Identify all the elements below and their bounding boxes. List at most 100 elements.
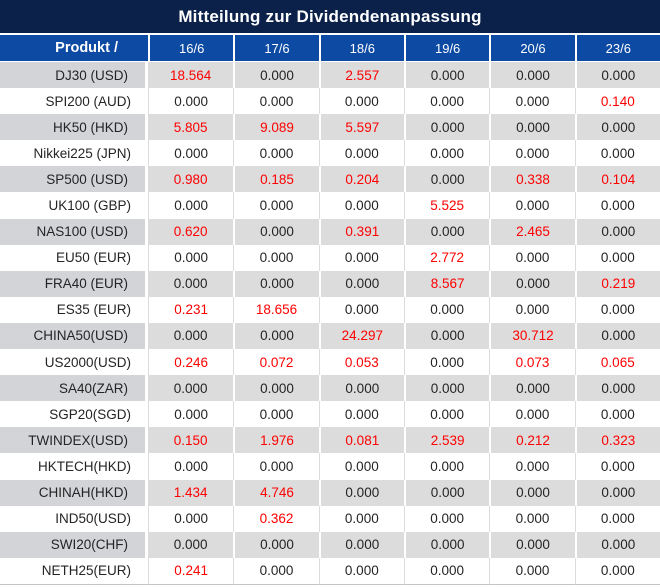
table-row: DJ30 (USD) 18.564 0.000 2.557 0.000 0.000 0.00… [0,62,660,89]
value-cell: 0.000 [403,166,490,193]
value-cell: 0.000 [148,192,234,219]
value-cell: 30.712 [489,322,575,350]
value-cell: 5.805 [148,114,234,141]
value-cell: 0.073 [489,349,575,376]
product-cell: NAS100 (USD) [0,218,148,245]
value-cell: 0.000 [574,114,660,141]
value-cell: 0.000 [318,401,404,428]
date-column-header: 23/6 [574,35,660,62]
table-row: US2000(USD) 0.246 0.072 0.053 0.000 0.073 0.06… [0,349,660,376]
value-cell: 2.772 [403,244,490,271]
value-cell: 0.000 [148,505,234,532]
value-cell: 24.297 [318,322,404,350]
value-cell: 0.219 [574,270,660,297]
value-cell: 0.000 [148,531,234,558]
value-cell: 2.539 [403,427,490,454]
value-cell: 0.980 [148,166,234,193]
value-cell: 0.000 [318,192,404,219]
value-cell: 0.150 [148,427,234,454]
value-cell: 0.000 [318,140,404,167]
value-cell: 0.000 [489,192,575,219]
value-cell: 0.104 [574,166,660,193]
page-title: Mitteilung zur Dividendenanpassung [0,0,660,35]
value-cell: 0.000 [318,270,404,297]
table-row: SPI200 (AUD) 0.000 0.000 0.000 0.000 0.000 0.1… [0,88,660,115]
product-cell: CHINAH(HKD) [0,479,148,506]
value-cell: 0.000 [318,88,404,115]
value-cell: 0.000 [489,88,575,115]
date-column-header: 20/6 [489,35,575,62]
value-cell: 0.000 [489,244,575,271]
value-cell: 0.000 [318,479,404,506]
value-cell: 0.000 [403,531,490,558]
value-cell: 0.000 [403,375,490,402]
date-column-header: 19/6 [403,35,490,62]
table-row: CHINA50(USD) 0.000 0.000 24.297 0.000 30.712 0… [0,322,660,350]
value-cell: 0.338 [489,166,575,193]
product-cell: UK100 (GBP) [0,192,148,219]
value-cell: 0.000 [574,453,660,480]
value-cell: 0.000 [574,401,660,428]
value-cell: 0.053 [318,349,404,376]
table-row: SP500 (USD) 0.980 0.185 0.204 0.000 0.338 0.10… [0,166,660,193]
product-cell: SA40(ZAR) [0,375,148,402]
value-cell: 0.000 [233,140,319,167]
value-cell: 0.000 [489,62,575,89]
value-cell: 0.000 [574,244,660,271]
value-cell: 0.000 [403,479,490,506]
product-cell: IND50(USD) [0,505,148,532]
value-cell: 0.000 [574,322,660,350]
table-row: SGP20(SGD) 0.000 0.000 0.000 0.000 0.000 0.000 [0,401,660,428]
value-cell: 0.000 [489,114,575,141]
value-cell: 0.000 [233,270,319,297]
value-cell: 1.434 [148,479,234,506]
value-cell: 0.000 [489,270,575,297]
value-cell: 0.000 [489,401,575,428]
value-cell: 0.246 [148,349,234,376]
value-cell: 0.000 [148,375,234,402]
value-cell: 2.557 [318,62,404,89]
value-cell: 2.465 [489,218,575,245]
table-row: HK50 (HKD) 5.805 9.089 5.597 0.000 0.000 0.000 [0,114,660,141]
value-cell: 0.000 [574,479,660,506]
value-cell: 0.000 [403,88,490,115]
product-cell: TWINDEX(USD) [0,427,148,454]
value-cell: 0.000 [318,531,404,558]
value-cell: 0.000 [403,114,490,141]
value-cell: 0.362 [233,505,319,532]
value-cell: 0.000 [233,375,319,402]
value-cell: 0.000 [489,453,575,480]
value-cell: 0.000 [148,88,234,115]
value-cell: 8.567 [403,270,490,297]
table-row: ES35 (EUR) 0.231 18.656 0.000 0.000 0.000 0.00… [0,296,660,323]
value-cell: 0.081 [318,427,404,454]
value-cell: 0.000 [489,505,575,532]
value-cell: 5.525 [403,192,490,219]
product-cell: SGP20(SGD) [0,401,148,428]
value-cell: 0.000 [489,140,575,167]
value-cell: 0.000 [574,62,660,89]
value-cell: 0.000 [318,453,404,480]
value-cell: 0.000 [148,244,234,271]
value-cell: 0.000 [148,270,234,297]
value-cell: 0.000 [318,375,404,402]
value-cell: 0.000 [403,349,490,376]
value-cell: 0.000 [233,244,319,271]
value-cell: 18.656 [233,296,319,323]
value-cell: 0.000 [403,218,490,245]
value-cell: 0.185 [233,166,319,193]
value-cell: 0.241 [148,557,234,585]
product-cell: DJ30 (USD) [0,62,148,89]
product-cell: SWI20(CHF) [0,531,148,558]
value-cell: 9.089 [233,114,319,141]
value-cell: 0.000 [403,140,490,167]
value-cell: 0.000 [233,557,319,585]
product-cell: EU50 (EUR) [0,244,148,271]
value-cell: 0.000 [574,192,660,219]
value-cell: 0.000 [403,505,490,532]
value-cell: 0.072 [233,349,319,376]
table-row: IND50(USD) 0.000 0.362 0.000 0.000 0.000 0.000 [0,505,660,532]
product-cell: Nikkei225 (JPN) [0,140,148,167]
date-column-header: 17/6 [233,35,319,62]
value-cell: 0.065 [574,349,660,376]
